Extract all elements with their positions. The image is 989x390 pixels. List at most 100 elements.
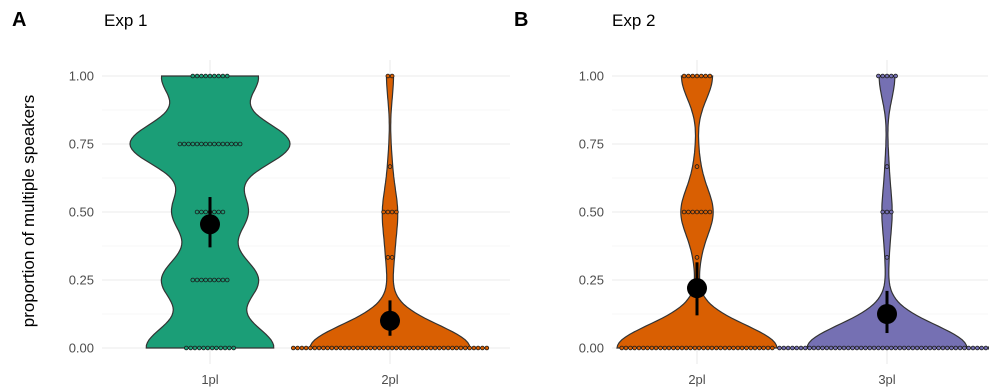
data-point: [636, 345, 642, 351]
data-point: [649, 345, 655, 351]
data-point: [212, 141, 217, 147]
data-point: [290, 345, 296, 351]
data-point: [769, 345, 775, 351]
panel-letter: B: [514, 9, 528, 31]
data-point: [979, 345, 984, 351]
data-point: [666, 345, 672, 351]
y-tick-label: 0.25: [69, 273, 94, 288]
data-point: [923, 345, 928, 351]
data-point: [411, 345, 416, 351]
y-tick-label: 0.75: [69, 137, 94, 152]
data-point: [394, 209, 399, 215]
data-point: [962, 345, 967, 351]
data-point: [233, 141, 239, 147]
data-point: [765, 345, 771, 351]
data-point: [833, 345, 838, 351]
data-point: [385, 345, 391, 351]
data-point: [197, 345, 202, 351]
data-point: [212, 277, 217, 283]
data-point: [312, 345, 318, 351]
data-point: [441, 345, 447, 351]
data-point: [884, 73, 890, 79]
data-point: [458, 345, 464, 351]
data-point: [901, 345, 907, 351]
data-point: [690, 73, 695, 79]
data-point: [207, 73, 213, 79]
data-point: [761, 345, 766, 351]
data-point: [199, 73, 204, 79]
panel-letter: A: [12, 9, 26, 31]
y-axis-title: proportion of multiple speakers: [19, 95, 38, 327]
data-point: [229, 141, 234, 147]
data-point: [216, 277, 221, 283]
data-point: [884, 164, 890, 169]
data-point: [703, 209, 708, 215]
data-point: [385, 209, 391, 215]
data-point: [739, 345, 745, 351]
data-point: [811, 345, 817, 351]
data-point: [752, 345, 758, 351]
mean-point-2pl: [380, 310, 400, 331]
data-point: [424, 345, 429, 351]
y-tick-label: 0.50: [579, 205, 604, 220]
x-tick-label: 3pl: [878, 372, 895, 387]
data-point: [884, 255, 890, 260]
data-point: [914, 345, 920, 351]
data-point: [888, 209, 894, 215]
data-point: [854, 345, 860, 351]
data-point: [970, 345, 976, 351]
data-point: [407, 345, 412, 351]
data-point: [181, 141, 187, 147]
mean-point-2pl: [687, 278, 707, 299]
data-point: [744, 345, 749, 351]
data-point: [389, 73, 395, 79]
data-point: [807, 345, 812, 351]
data-point: [841, 345, 847, 351]
data-point: [201, 345, 206, 351]
panel-title: Exp 1: [104, 11, 147, 30]
data-point: [698, 209, 704, 215]
data-point: [735, 345, 741, 351]
x-tick-label: 2pl: [688, 372, 705, 387]
data-point: [690, 209, 695, 215]
data-point: [190, 73, 196, 79]
data-point: [974, 345, 980, 351]
data-point: [683, 345, 689, 351]
data-point: [722, 345, 728, 351]
data-point: [224, 277, 230, 283]
data-point: [692, 345, 698, 351]
data-point: [355, 345, 361, 351]
data-point: [893, 73, 898, 79]
data-point: [802, 345, 808, 351]
data-point: [910, 345, 916, 351]
data-point: [184, 345, 189, 351]
x-tick-label: 1pl: [201, 372, 218, 387]
data-point: [686, 73, 691, 79]
data-point: [798, 345, 804, 351]
y-tick-label: 1.00: [69, 69, 94, 84]
data-point: [480, 345, 485, 351]
data-point: [188, 345, 194, 351]
y-tick-label: 0.50: [69, 205, 94, 220]
data-point: [781, 345, 787, 351]
data-point: [966, 345, 971, 351]
data-point: [205, 345, 211, 351]
data-point: [415, 345, 421, 351]
data-point: [338, 345, 343, 351]
data-point: [351, 345, 356, 351]
data-point: [709, 345, 715, 351]
data-point: [192, 345, 198, 351]
data-point: [222, 345, 228, 351]
data-point: [346, 345, 352, 351]
data-point: [203, 141, 209, 147]
data-point: [333, 345, 339, 351]
data-point: [212, 73, 217, 79]
data-point: [303, 345, 309, 351]
data-point: [385, 73, 391, 79]
data-point: [623, 345, 629, 351]
data-point: [701, 345, 706, 351]
data-point: [194, 277, 200, 283]
y-tick-label: 0.00: [579, 341, 604, 356]
data-point: [880, 345, 885, 351]
